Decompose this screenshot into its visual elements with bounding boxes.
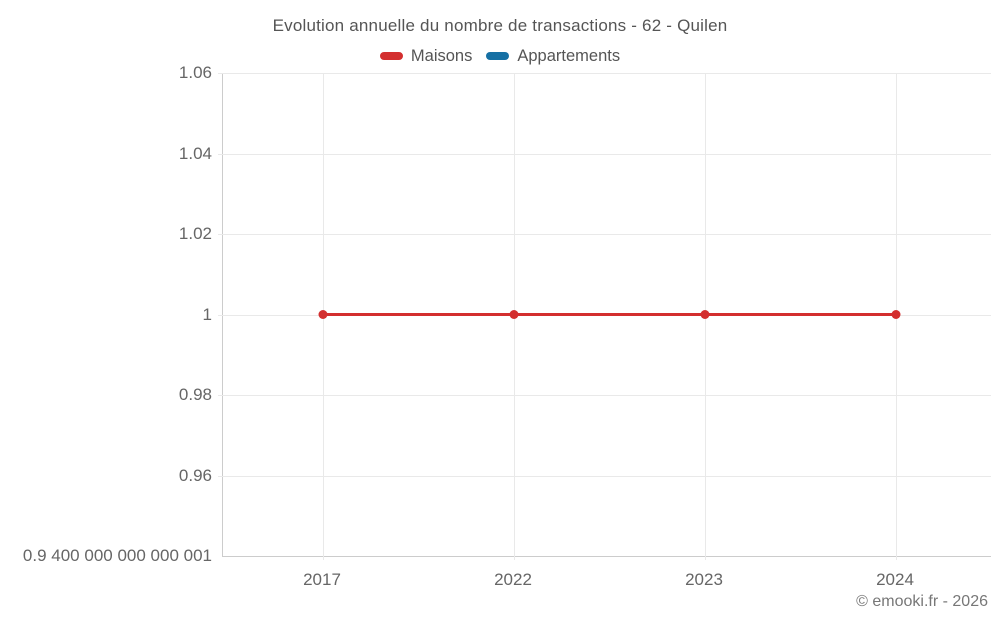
- x-axis: 2017 2022 2023 2024: [222, 570, 990, 592]
- data-point-maisons-2023[interactable]: [700, 310, 710, 319]
- legend-swatch-icon: [379, 52, 403, 60]
- data-point-maisons-2017[interactable]: [318, 310, 328, 319]
- series-layer: [318, 310, 901, 319]
- x-tick-label: 2017: [303, 570, 341, 589]
- copyright: © emooki.fr - 2026: [856, 593, 988, 610]
- y-tick-label: 1.06: [178, 63, 212, 82]
- x-tick-label: 2023: [685, 570, 723, 589]
- legend-item-appartements[interactable]: Appartements: [486, 47, 620, 66]
- data-point-maisons-2024[interactable]: [891, 310, 901, 319]
- y-gridline: [218, 476, 991, 477]
- x-tick-label: 2022: [494, 570, 532, 589]
- y-gridline: [218, 234, 991, 235]
- chart-title: Evolution annuelle du nombre de transact…: [272, 16, 728, 35]
- y-gridline: [218, 73, 991, 74]
- legend: Maisons Appartements: [0, 45, 1000, 67]
- y-tick-label: 0.96: [178, 466, 212, 485]
- y-axis: 1.06 1.04 1.02 1 0.98 0.96 0.9 400 000 000 000…: [0, 63, 212, 565]
- y-gridline: [218, 154, 991, 155]
- y-tick-label: 0.9 400 000 000 000 001: [22, 546, 212, 565]
- y-tick-label: 1: [202, 305, 212, 324]
- legend-item-maisons[interactable]: Maisons: [379, 46, 473, 66]
- x-tick-label: 2024: [876, 570, 914, 589]
- y-gridline: [218, 395, 991, 396]
- legend-swatch-icon: [486, 52, 510, 60]
- y-tick-label: 1.02: [178, 224, 212, 243]
- y-tick-label: 1.04: [178, 144, 212, 163]
- data-point-maisons-2022[interactable]: [509, 310, 519, 319]
- plot-area: [218, 73, 991, 560]
- legend-label: Maisons: [410, 46, 473, 65]
- y-tick-label: 0.98: [178, 385, 212, 404]
- legend-label: Appartements: [517, 46, 621, 65]
